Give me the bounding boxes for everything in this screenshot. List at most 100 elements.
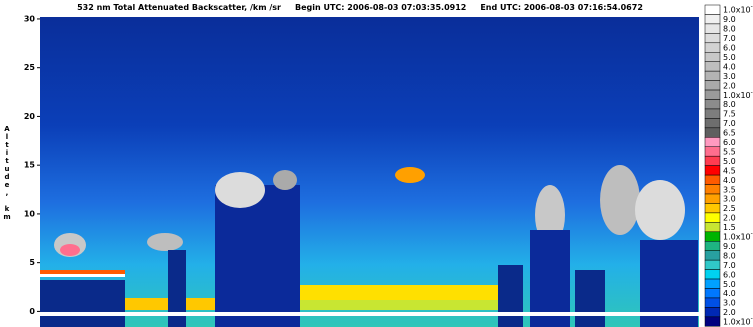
colorbar-label-text: 1.0x10 (723, 90, 751, 99)
colorbar-label-text: 6.0 (723, 138, 736, 147)
y-tick-label: 20 (24, 112, 36, 121)
y-tick-label: 15 (24, 161, 36, 170)
colorbar-label: 2.0 (723, 81, 736, 90)
color-swatch (705, 137, 720, 146)
screenshot: 532 nm Total Attenuated Backscatter, /km… (0, 0, 753, 327)
colorbar-label: 5.5 (723, 147, 736, 156)
color-swatch (705, 147, 720, 156)
color-swatch (705, 298, 720, 307)
color-swatch (705, 222, 720, 231)
color-swatch (705, 109, 720, 118)
color-swatch (705, 185, 720, 194)
colorbar-label-text: 7.0 (723, 260, 736, 269)
colorbar-label: 1.0x10-1 (723, 3, 753, 14)
colorbar-label-text: 6.0 (723, 270, 736, 279)
colorbar-label-text: 1.0x10 (723, 317, 751, 326)
title: 532 nm Total Attenuated Backscatter, /km… (77, 3, 643, 12)
colorbar-label-text: 3.0 (723, 194, 736, 203)
colorbar-label: 1.0x10-3 (723, 230, 753, 241)
color-swatch (705, 166, 720, 175)
colorbar-label-text: 9.0 (723, 15, 736, 24)
colorbar-label-text: 6.0 (723, 43, 736, 52)
colorbar-label: 6.5 (723, 128, 736, 137)
colorbar-label-text: 3.5 (723, 185, 736, 194)
colorbar-label-text: 8.0 (723, 251, 736, 260)
colorbar-label-text: 1.0x10 (723, 232, 751, 241)
colorbar-label: 6.0 (723, 138, 736, 147)
colorbar-label-text: 2.0 (723, 81, 736, 90)
colorbar-label-text: 2.0 (723, 213, 736, 222)
colorbar-label-text: 8.0 (723, 24, 736, 33)
colorbar-label-text: 2.5 (723, 204, 736, 213)
colorbar-label: 2.0 (723, 213, 736, 222)
colorbar-label-text: 4.0 (723, 289, 736, 298)
colorbar-label-text: 3.0 (723, 298, 736, 307)
color-swatch (705, 260, 720, 269)
colorbar-label: 5.0 (723, 156, 736, 165)
colorbar-label: 4.0 (723, 175, 736, 184)
curtain-image (40, 17, 699, 327)
colorbar-label: 3.0 (723, 194, 736, 203)
colorbar-label: 7.0 (723, 34, 736, 43)
color-swatch (705, 317, 720, 326)
color-swatch (705, 156, 720, 165)
colorbar-label: 1.0x10-4 (723, 315, 753, 326)
color-swatch (705, 43, 720, 52)
colorbar-label: 1.5 (723, 223, 736, 232)
colorbar-label-text: 9.0 (723, 241, 736, 250)
colorbar-label: 3.0 (723, 71, 736, 80)
colorbar-label: 3.0 (723, 298, 736, 307)
colorbar: 1.0x10-19.08.07.06.05.04.03.02.01.0x10-2… (705, 3, 753, 326)
colorbar-label-text: 7.0 (723, 119, 736, 128)
colorbar-label: 4.0 (723, 289, 736, 298)
colorbar-label-text: 4.0 (723, 175, 736, 184)
colorbar-label: 7.0 (723, 260, 736, 269)
colorbar-label: 4.0 (723, 62, 736, 71)
color-swatch (705, 33, 720, 42)
color-swatch (705, 5, 720, 14)
colorbar-label-text: 4.5 (723, 166, 736, 175)
color-swatch (705, 270, 720, 279)
y-tick-label: 5 (29, 258, 35, 267)
color-swatch (705, 251, 720, 260)
colorbar-label: 1.0x10-2 (723, 88, 753, 99)
colorbar-label: 5.0 (723, 52, 736, 61)
colorbar-label: 9.0 (723, 15, 736, 24)
color-swatch (705, 52, 720, 61)
color-swatch (705, 90, 720, 99)
colorbar-label: 9.0 (723, 241, 736, 250)
colorbar-label-text: 1.0x10 (723, 5, 751, 14)
color-swatch (705, 14, 720, 23)
colorbar-label-text: 5.0 (723, 279, 736, 288)
colorbar-label: 2.5 (723, 204, 736, 213)
colorbar-label: 8.0 (723, 100, 736, 109)
color-swatch (705, 71, 720, 80)
colorbar-label-text: 3.0 (723, 71, 736, 80)
colorbar-label-text: 5.5 (723, 147, 736, 156)
colorbar-label: 2.0 (723, 308, 736, 317)
y-tick-label: 0 (29, 307, 35, 316)
colorbar-label-text: 5.0 (723, 156, 736, 165)
color-swatch (705, 118, 720, 127)
color-swatch (705, 175, 720, 184)
colorbar-label: 7.0 (723, 119, 736, 128)
color-swatch (705, 213, 720, 222)
colorbar-label: 3.5 (723, 185, 736, 194)
colorbar-label-text: 7.5 (723, 109, 736, 118)
color-swatch (705, 194, 720, 203)
y-tick-label: 30 (24, 14, 36, 23)
colorbar-label: 8.0 (723, 251, 736, 260)
colorbar-label: 6.0 (723, 270, 736, 279)
colorbar-label-text: 4.0 (723, 62, 736, 71)
color-swatch (705, 289, 720, 298)
colorbar-label-text: 7.0 (723, 34, 736, 43)
colorbar-label: 8.0 (723, 24, 736, 33)
color-swatch (705, 62, 720, 71)
y-tick-label: 10 (24, 209, 36, 218)
colorbar-label: 6.0 (723, 43, 736, 52)
colorbar-label-text: 6.5 (723, 128, 736, 137)
color-swatch (705, 81, 720, 90)
color-swatch (705, 203, 720, 212)
color-swatch (705, 232, 720, 241)
